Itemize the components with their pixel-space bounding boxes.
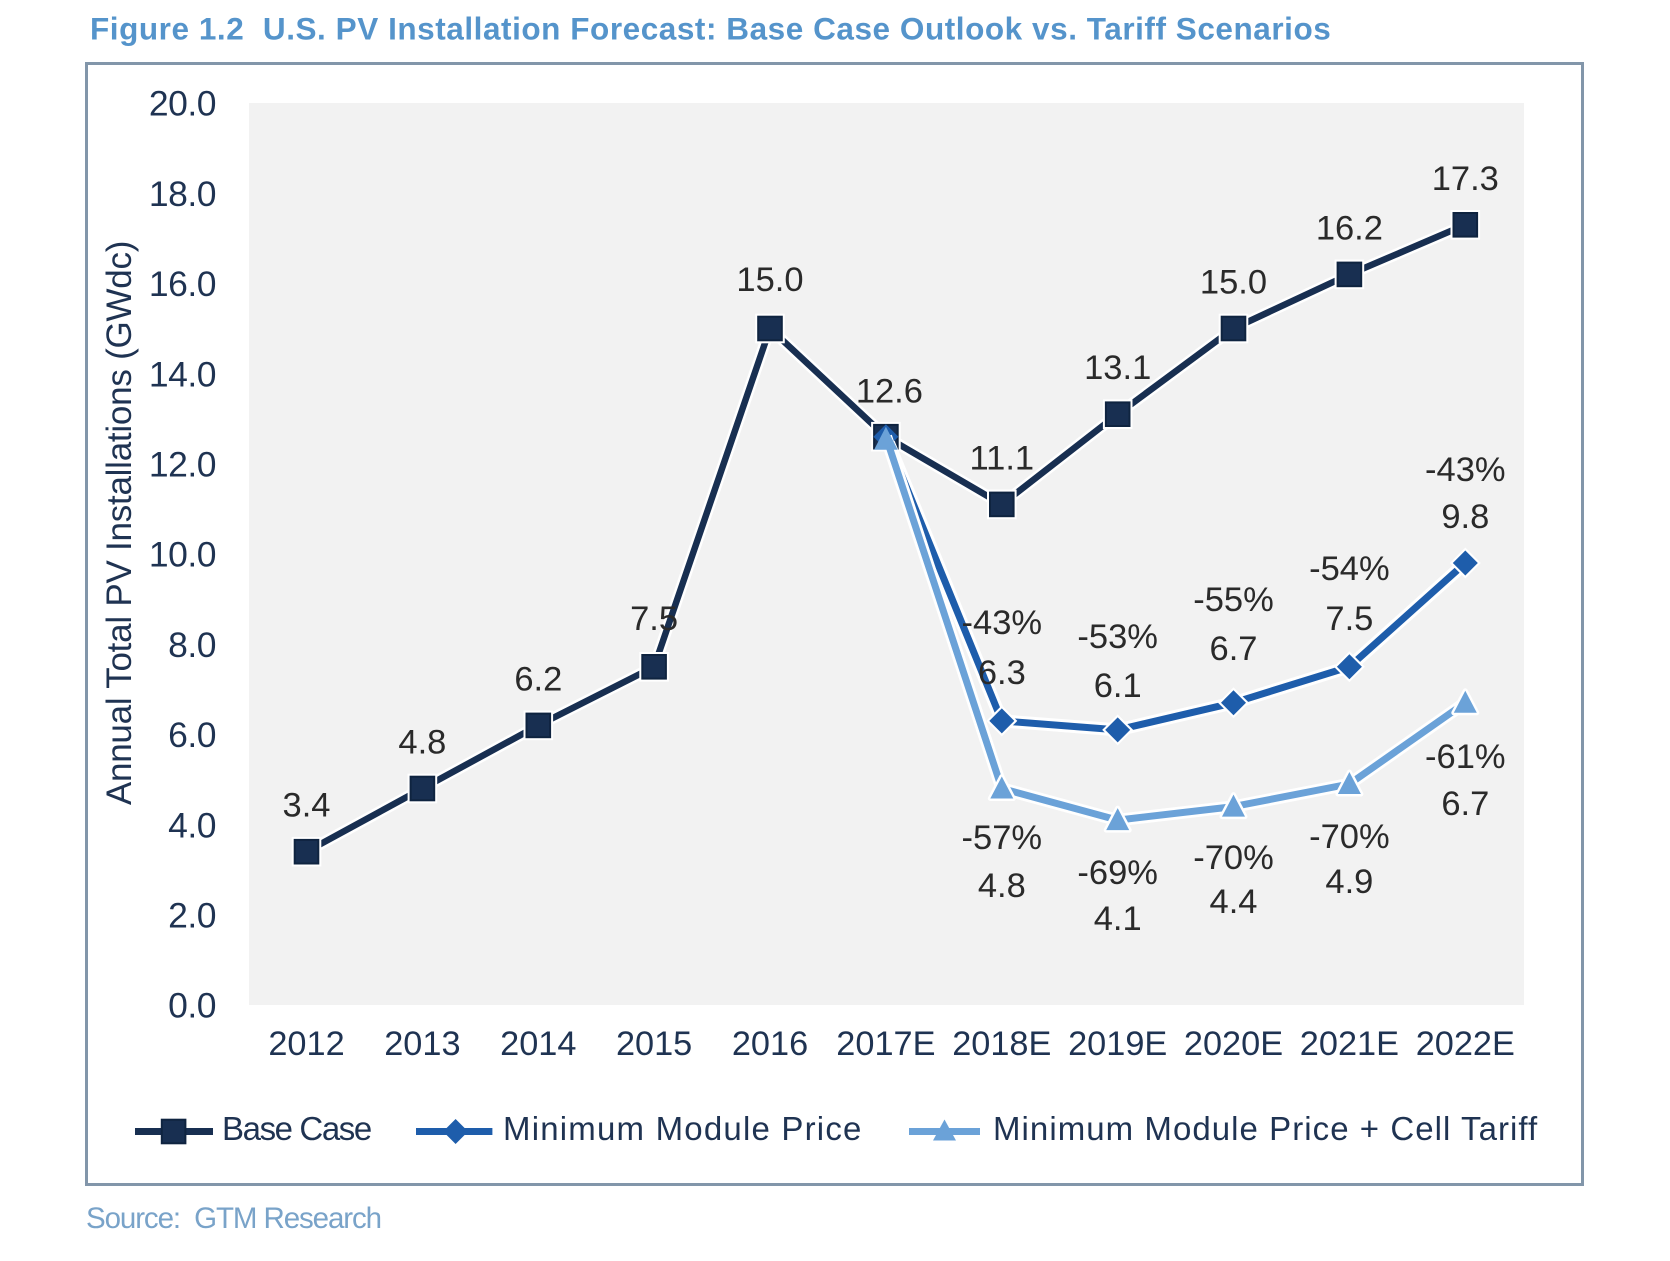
svg-text:18.0: 18.0 — [149, 174, 216, 214]
svg-text:-57%: -57% — [962, 819, 1043, 857]
svg-text:6.7: 6.7 — [1210, 630, 1258, 668]
svg-text:6.3: 6.3 — [978, 654, 1026, 692]
svg-text:4.1: 4.1 — [1094, 900, 1142, 938]
svg-text:3.4: 3.4 — [283, 787, 331, 825]
svg-text:6.1: 6.1 — [1094, 667, 1142, 705]
svg-text:-55%: -55% — [1193, 581, 1274, 619]
svg-text:10.0: 10.0 — [149, 535, 216, 575]
svg-text:9.8: 9.8 — [1441, 498, 1489, 536]
svg-text:16.2: 16.2 — [1316, 209, 1383, 247]
svg-text:4.4: 4.4 — [1210, 883, 1258, 921]
svg-text:15.0: 15.0 — [1200, 264, 1267, 302]
svg-text:2021E: 2021E — [1300, 1025, 1399, 1063]
svg-text:13.1: 13.1 — [1084, 349, 1151, 387]
svg-text:-53%: -53% — [1077, 618, 1158, 656]
svg-text:Annual Total PV Installations: Annual Total PV Installations (GWdc) — [100, 241, 139, 805]
svg-text:2015: 2015 — [616, 1025, 692, 1063]
svg-text:-70%: -70% — [1193, 839, 1274, 877]
svg-text:-70%: -70% — [1309, 818, 1390, 856]
svg-text:0.0: 0.0 — [168, 986, 216, 1026]
svg-text:2018E: 2018E — [952, 1025, 1051, 1063]
svg-text:2012: 2012 — [268, 1025, 344, 1063]
svg-text:-43%: -43% — [1425, 451, 1506, 489]
svg-text:2016: 2016 — [732, 1025, 808, 1063]
svg-text:2014: 2014 — [500, 1025, 576, 1063]
svg-text:Base Case: Base Case — [222, 1110, 371, 1147]
svg-text:-43%: -43% — [962, 604, 1043, 642]
svg-text:6.2: 6.2 — [514, 660, 562, 698]
svg-text:11.1: 11.1 — [970, 439, 1035, 477]
svg-text:Minimum Module Price + Cell Ta: Minimum Module Price + Cell Tariff — [993, 1110, 1538, 1147]
svg-text:Minimum Module Price: Minimum Module Price — [503, 1110, 863, 1147]
svg-text:7.5: 7.5 — [1325, 600, 1373, 638]
svg-text:14.0: 14.0 — [149, 354, 216, 394]
svg-text:7.5: 7.5 — [630, 600, 678, 638]
svg-text:-69%: -69% — [1077, 854, 1158, 892]
svg-text:4.0: 4.0 — [168, 805, 216, 845]
svg-text:2.0: 2.0 — [168, 896, 216, 936]
svg-text:12.0: 12.0 — [149, 445, 216, 485]
svg-text:2020E: 2020E — [1184, 1025, 1283, 1063]
svg-text:4.9: 4.9 — [1325, 863, 1373, 901]
svg-text:16.0: 16.0 — [149, 264, 216, 304]
svg-text:Figure 1.2 U.S. PV Installati: Figure 1.2 U.S. PV Installation Forecast… — [90, 11, 1331, 47]
svg-text:6.0: 6.0 — [168, 715, 216, 755]
svg-text:2017E: 2017E — [836, 1025, 935, 1063]
svg-text:-61%: -61% — [1425, 738, 1506, 776]
svg-text:8.0: 8.0 — [168, 625, 216, 665]
svg-text:-54%: -54% — [1309, 550, 1390, 588]
svg-text:6.7: 6.7 — [1441, 785, 1489, 823]
svg-text:20.0: 20.0 — [149, 84, 216, 124]
svg-text:2022E: 2022E — [1416, 1025, 1515, 1063]
svg-text:4.8: 4.8 — [978, 867, 1026, 905]
svg-text:4.8: 4.8 — [398, 724, 446, 762]
svg-text:12.6: 12.6 — [856, 373, 923, 411]
svg-text:15.0: 15.0 — [736, 261, 803, 299]
svg-text:2019E: 2019E — [1068, 1025, 1167, 1063]
svg-text:17.3: 17.3 — [1432, 160, 1499, 198]
svg-text:Source: GTM Research: Source: GTM Research — [86, 1202, 381, 1235]
svg-text:2013: 2013 — [384, 1025, 460, 1063]
